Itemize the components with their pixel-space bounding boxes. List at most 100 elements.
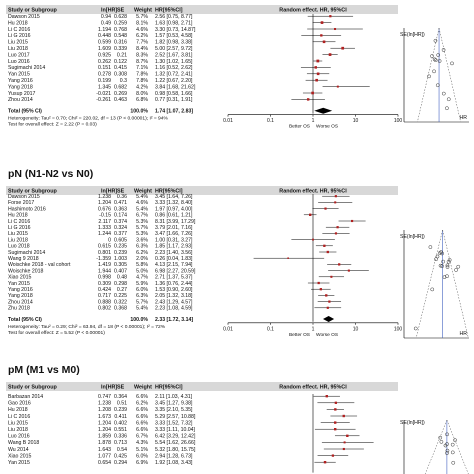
ln-hr-value: 0.802 xyxy=(98,306,111,312)
funnel-point xyxy=(430,287,435,292)
se-value: 0.336 xyxy=(114,434,127,440)
se-value: 0.411 xyxy=(114,414,127,420)
weight-value: 6.2% xyxy=(136,33,148,39)
weight-value: 4.7% xyxy=(136,275,148,281)
weight-value: 7.8% xyxy=(136,72,148,78)
study-marker xyxy=(347,269,350,272)
header-se: SE xyxy=(117,385,125,391)
total-weight: 100.0% xyxy=(130,109,148,115)
header-se: SE xyxy=(117,8,125,14)
study-name: Wang 9 2018 xyxy=(8,256,39,262)
ln-hr-value: 1.204 xyxy=(98,200,111,206)
se-value: 0.239 xyxy=(114,250,127,256)
study-marker xyxy=(306,98,310,101)
hr-ci-value: 1.97 [0.97, 4.00] xyxy=(155,206,193,212)
ln-hr-value: 1.238 xyxy=(98,401,111,407)
study-marker xyxy=(316,59,320,63)
study-marker xyxy=(322,40,326,44)
hr-ci-value: 3.79 [2.01, 7.16] xyxy=(155,225,193,231)
weight-value: 5.0% xyxy=(136,268,148,274)
forest-tick-label: 1 xyxy=(312,118,315,124)
pooled-diamond xyxy=(323,316,335,322)
se-value: 0.402 xyxy=(114,420,127,426)
se-value: 0.377 xyxy=(114,231,127,237)
hr-ci-value: 3.84 [1.68, 21.62] xyxy=(155,84,196,90)
study-name: Luo 2018 xyxy=(8,244,30,250)
weight-value: 7.8% xyxy=(136,78,148,84)
study-name: Xiao 2015 xyxy=(8,453,31,459)
total-hr-ci: 1.74 [1.07, 2.83] xyxy=(155,109,193,115)
se-value: 0.316 xyxy=(114,40,127,46)
funnel-limit-left xyxy=(415,229,443,339)
table-header-band xyxy=(6,5,228,14)
study-marker xyxy=(309,213,312,217)
funnel-point xyxy=(427,74,431,79)
se-value: 0.21 xyxy=(117,52,127,58)
total-weight: 100.0% xyxy=(130,317,148,323)
funnel-limit-right xyxy=(446,419,469,474)
funnel-limit-right xyxy=(442,229,469,339)
hr-ci-value: 6.98 [2.27, 20.59] xyxy=(155,268,196,274)
se-value: 0.374 xyxy=(114,219,127,225)
se-value: 0.682 xyxy=(114,84,127,90)
study-marker xyxy=(328,300,331,303)
study-marker xyxy=(323,460,327,464)
hr-ci-value: 5.32 [1.80, 15.75] xyxy=(155,447,196,453)
ln-hr-value: -0.021 xyxy=(96,91,111,97)
weight-value: 5.7% xyxy=(136,299,148,305)
weight-value: 7.1% xyxy=(136,65,148,71)
se-value: 0.551 xyxy=(114,427,127,433)
study-marker xyxy=(312,238,314,241)
funnel-point xyxy=(445,432,449,437)
hr-ci-value: 1.22 [0.67, 2.20] xyxy=(155,78,193,84)
study-name: Yan 2015 xyxy=(8,281,30,287)
ln-hr-value: 1.609 xyxy=(98,46,111,52)
hr-ci-value: 1.92 [1.08, 3.43] xyxy=(155,460,193,466)
plot-header-band xyxy=(228,382,398,391)
study-name: Liu 2015 xyxy=(8,420,28,426)
ln-hr-value: 0.888 xyxy=(98,299,111,305)
weight-value: 5.7% xyxy=(136,225,148,231)
ln-hr-value: 0.615 xyxy=(98,244,111,250)
funnel-point xyxy=(433,58,438,63)
funnel-point xyxy=(435,83,440,88)
header-ln-hr: ln[HR] xyxy=(101,385,117,391)
hr-ci-value: 5.00 [2.57, 9.72] xyxy=(155,46,193,52)
ln-hr-value: 0.424 xyxy=(98,287,111,293)
funnel-point xyxy=(454,268,458,272)
study-marker xyxy=(334,408,337,411)
study-name: Dawson 2015 xyxy=(8,194,40,200)
se-value: 0.294 xyxy=(114,460,127,466)
hr-ci-value: 2.52 [1.67, 3.81] xyxy=(155,52,193,58)
funnel-point xyxy=(446,97,451,102)
study-name: Zhou 2014 xyxy=(8,97,33,103)
study-name: Yang 2016 xyxy=(8,78,33,84)
ln-hr-value: 0.654 xyxy=(98,460,111,466)
funnel-point xyxy=(456,264,461,269)
ln-hr-value: 1.673 xyxy=(98,414,111,420)
weight-value: 6.6% xyxy=(136,407,148,413)
study-name: Liu 2018 xyxy=(8,46,28,52)
se-value: 0.364 xyxy=(114,394,127,400)
ln-hr-value: 0.262 xyxy=(98,59,111,65)
hr-ci-value: 3.35 [2.10, 5.35] xyxy=(155,407,193,413)
hr-ci-value: 2.56 [0.75, 8.77] xyxy=(155,14,193,20)
funnel-point xyxy=(435,254,440,259)
forest-tick-label: 1 xyxy=(312,326,315,332)
study-marker xyxy=(323,244,326,247)
funnel-point xyxy=(445,106,449,111)
study-marker xyxy=(334,195,337,198)
worse-os-label: Worse OS xyxy=(316,124,338,130)
funnel-x-label: HR xyxy=(460,331,468,337)
funnel-y-label: SE(ln[HR]) xyxy=(400,234,425,240)
study-name: Woischke 2018 xyxy=(8,268,43,274)
forest-tick-label: 0.1 xyxy=(267,326,274,332)
better-os-label: Better OS xyxy=(289,332,310,338)
study-marker xyxy=(341,46,345,50)
ln-hr-value: 0.151 xyxy=(98,65,111,71)
funnel-x-label: HR xyxy=(460,115,468,121)
study-name: Wang B 2018 xyxy=(8,440,39,446)
ln-hr-value: 1.333 xyxy=(98,225,111,231)
hr-ci-value: 4.13 [2.15, 7.94] xyxy=(155,262,193,268)
hr-ci-value: 2.05 [1.32, 3.18] xyxy=(155,293,193,299)
